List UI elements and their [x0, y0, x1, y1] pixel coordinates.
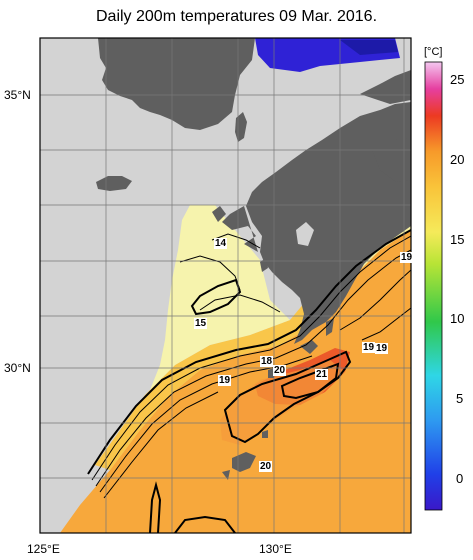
- osumi-islands: [300, 340, 318, 354]
- tanegashima: [326, 318, 334, 336]
- thick-contour-south-2: [174, 515, 236, 533]
- contour-line: [103, 391, 219, 499]
- warm-tongue: [220, 360, 345, 445]
- graticule: [40, 38, 411, 533]
- colorbar-tick: 25: [450, 72, 465, 87]
- lon-label-130e: 130°E: [259, 542, 292, 556]
- small-island-b: [268, 368, 274, 378]
- lat-label-35n: 35°N: [4, 88, 31, 102]
- thick-contour-15: [190, 278, 242, 316]
- map-frame: [39, 37, 412, 534]
- contour-label: 19: [400, 252, 414, 263]
- contour-label: 15: [194, 318, 208, 329]
- thick-contour-south: [149, 481, 162, 533]
- kyushu-west-coast: [222, 206, 258, 252]
- lat-label-30n: 30°N: [4, 361, 31, 375]
- shikoku-land: [372, 138, 411, 182]
- colorbar-tick: 20: [450, 152, 465, 167]
- honshu-corner: [360, 70, 411, 104]
- colorbar-tick: 5: [456, 391, 464, 406]
- contour-label: 20: [259, 461, 273, 472]
- colorbar: [424, 61, 443, 511]
- cold-water-patch-2: [340, 40, 398, 55]
- contour-label: 20: [273, 365, 287, 376]
- contour-line: [199, 294, 281, 313]
- korea-land: [98, 38, 255, 130]
- colorbar-tick: 0: [456, 471, 464, 486]
- contour-line: [361, 307, 411, 341]
- contour-label: 19: [218, 375, 232, 386]
- chart-title: Daily 200m temperatures 09 Mar. 2016.: [95, 8, 378, 25]
- colorbar-unit: [°C]: [424, 46, 443, 58]
- jeju-island: [96, 176, 132, 191]
- small-island-a: [262, 430, 268, 438]
- contour-label: 18: [260, 356, 274, 367]
- kyushu-land: [246, 102, 411, 344]
- tokunoshima: [222, 470, 230, 480]
- contour-label: 14: [214, 238, 228, 249]
- contour-label: 21: [315, 369, 329, 380]
- kyushu-bay: [296, 222, 314, 246]
- contour-line: [91, 235, 411, 481]
- colorbar-tick: 10: [450, 311, 465, 326]
- colorbar-tick: 15: [450, 232, 465, 247]
- lon-label-125e: 125°E: [27, 542, 60, 556]
- thick-contour: [87, 229, 411, 475]
- thick-contour-20: [223, 350, 352, 444]
- thick-contour-21: [280, 362, 340, 400]
- contour-line: [211, 233, 261, 249]
- contour-label: 19: [362, 342, 376, 353]
- goto-islands: [212, 206, 226, 222]
- contour-line: [95, 249, 411, 487]
- cool-water-region: [150, 205, 290, 390]
- koshiki-islands: [260, 258, 268, 272]
- contour-label: 19: [375, 343, 389, 354]
